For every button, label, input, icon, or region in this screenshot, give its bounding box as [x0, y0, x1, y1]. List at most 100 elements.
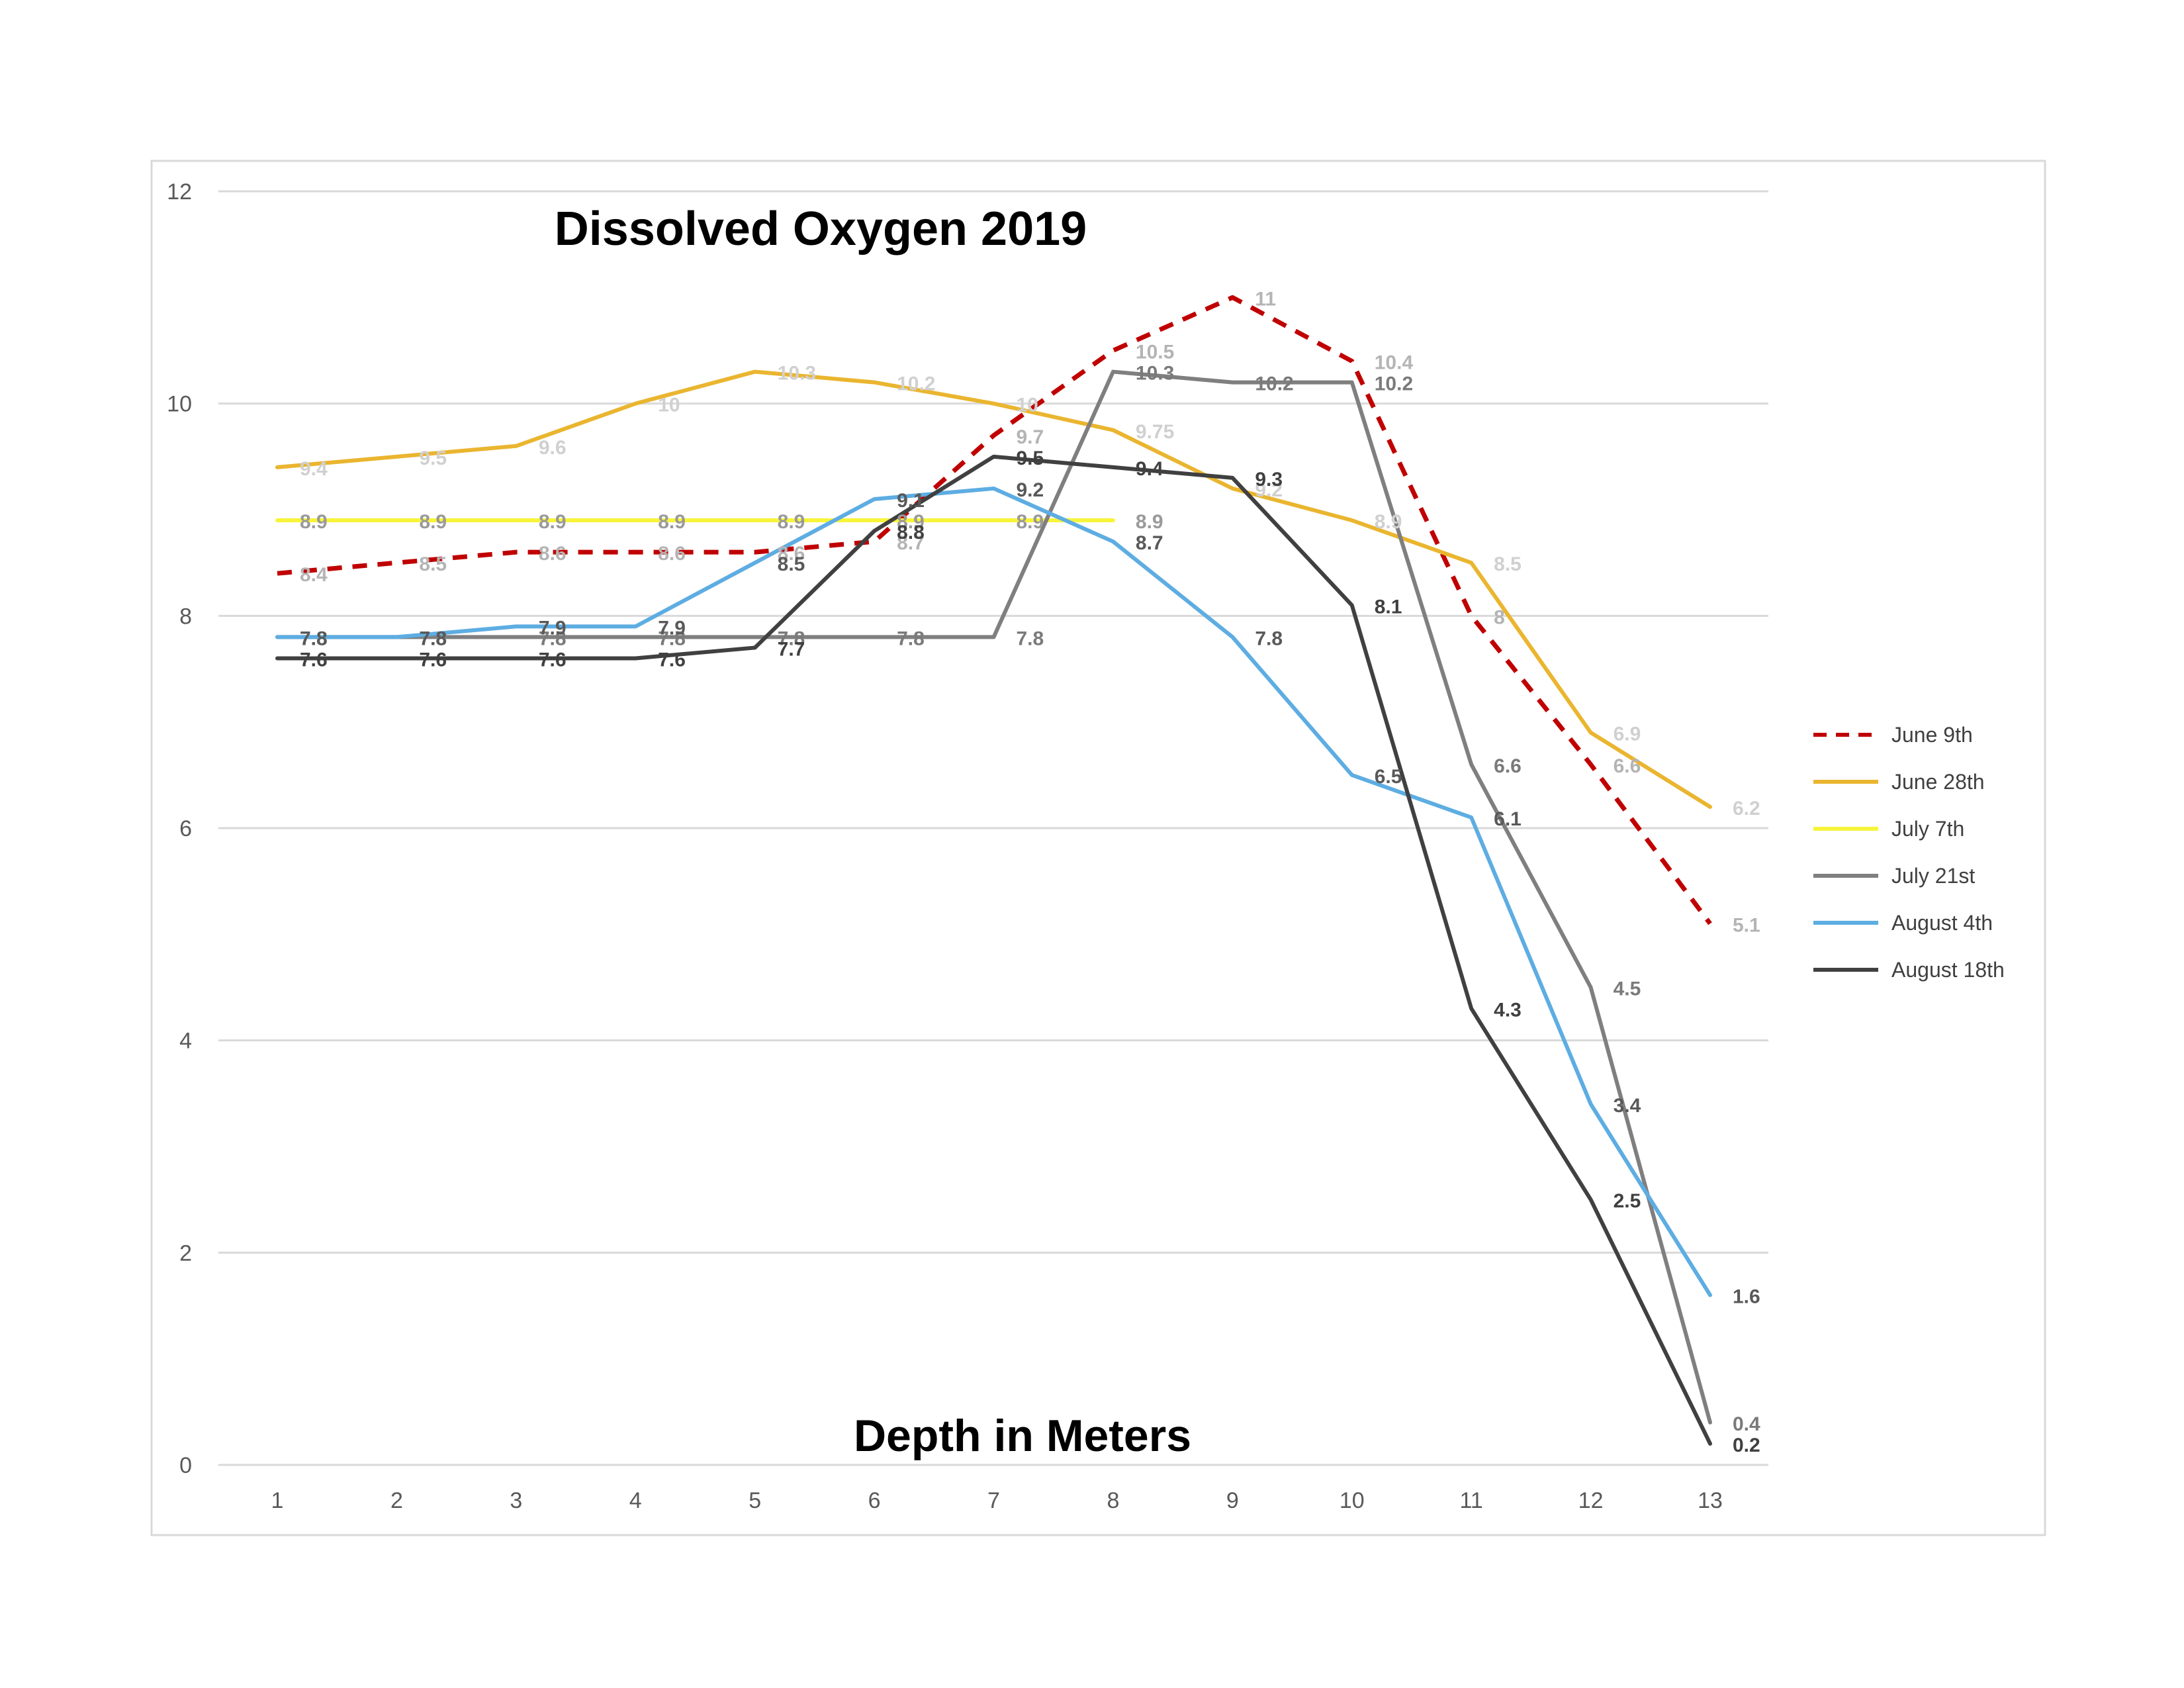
data-label: 8.7 — [897, 532, 925, 554]
x-tick-label: 7 — [987, 1488, 1000, 1513]
x-tick-label: 12 — [1578, 1488, 1604, 1513]
data-label: 8.7 — [1136, 532, 1163, 554]
data-label: 8.9 — [300, 511, 328, 533]
data-label: 7.8 — [1017, 628, 1044, 649]
data-label: 9.3 — [1255, 469, 1283, 491]
x-tick-label: 3 — [510, 1488, 522, 1513]
data-label: 0.2 — [1733, 1434, 1760, 1456]
data-label: 6.6 — [1494, 755, 1522, 777]
data-label: 5.1 — [1733, 914, 1760, 936]
data-label: 7.8 — [300, 628, 328, 649]
data-label: 7.8 — [897, 628, 925, 649]
data-label: 9.75 — [1136, 421, 1174, 443]
data-label: 9.6 — [539, 437, 567, 459]
y-tick-label: 0 — [179, 1453, 192, 1478]
data-label: 7.9 — [658, 617, 686, 639]
data-label: 9.4 — [1136, 458, 1163, 480]
data-label: 7.6 — [300, 649, 328, 671]
x-tick-label: 2 — [390, 1488, 403, 1513]
y-tick-label: 8 — [179, 604, 192, 629]
data-label: 10.4 — [1375, 352, 1414, 374]
data-label: 11 — [1255, 288, 1276, 310]
data-label: 8.6 — [658, 543, 686, 565]
legend-label: June 9th — [1891, 723, 1973, 747]
x-tick-label: 6 — [868, 1488, 881, 1513]
data-label: 9.1 — [897, 490, 925, 512]
x-tick-label: 9 — [1226, 1488, 1239, 1513]
data-label: 10.3 — [778, 363, 816, 385]
data-label: 7.7 — [778, 638, 805, 660]
data-label: 9.2 — [1255, 479, 1283, 501]
data-label: 8.9 — [658, 511, 686, 533]
data-label: 0.4 — [1733, 1413, 1760, 1435]
x-tick-label: 5 — [749, 1488, 761, 1513]
x-tick-label: 1 — [271, 1488, 284, 1513]
data-label: 7.8 — [778, 628, 805, 649]
data-label: 7.6 — [658, 649, 686, 671]
y-tick-label: 10 — [167, 392, 192, 417]
data-label: 6.9 — [1614, 724, 1641, 745]
data-label: 8.1 — [1375, 596, 1402, 618]
data-label: 8.5 — [1494, 553, 1522, 575]
data-label: 10.2 — [1255, 373, 1293, 395]
series-line-6 — [275, 454, 1712, 1446]
data-label: 8.9 — [1136, 511, 1163, 533]
data-labels: 8.4 8.5 8.6 8.6 8.6 8.79.710.51110.486.65.19.… — [300, 288, 1760, 1456]
data-label: 6.6 — [1614, 755, 1641, 777]
data-label: 8 — [1494, 606, 1505, 628]
data-label: 6.5 — [1375, 766, 1402, 788]
chart-title: Dissolved Oxygen 2019 — [555, 203, 1087, 256]
y-tick-label: 2 — [179, 1241, 192, 1266]
data-label: 9.7 — [1017, 426, 1044, 448]
y-axis-ticks: 0 2 4 6 8 10 12 — [167, 179, 192, 1478]
series-line-5 — [275, 486, 1712, 1297]
data-label: 9.2 — [1017, 479, 1044, 501]
x-tick-label: 13 — [1698, 1488, 1723, 1513]
data-label: 9.4 — [300, 458, 328, 480]
data-label: 10.2 — [897, 373, 935, 395]
data-label: 6.2 — [1733, 798, 1760, 820]
data-label: 8.6 — [539, 543, 567, 565]
data-label: 7.8 — [419, 628, 447, 649]
data-label: 8.6 — [778, 543, 805, 565]
data-label: 8.8 — [897, 522, 925, 543]
y-tick-label: 12 — [167, 179, 192, 205]
data-label: 8.9 — [1375, 511, 1402, 533]
data-label: 10 — [658, 395, 680, 416]
data-label: 7.8 — [1255, 628, 1283, 649]
legend: June 9th June 28th July 7th July 21st August… — [1813, 723, 2005, 982]
data-label: 7.6 — [419, 649, 447, 671]
data-label: 8.5 — [778, 553, 805, 575]
x-tick-label: 8 — [1107, 1488, 1119, 1513]
y-tick-label: 4 — [179, 1029, 192, 1054]
data-label: 7.8 — [300, 628, 328, 649]
data-label: 8.9 — [539, 511, 567, 533]
y-tick-label: 6 — [179, 816, 192, 841]
data-label: 8.9 — [419, 511, 447, 533]
data-label: 7.8 — [419, 628, 447, 649]
series-line-4 — [275, 369, 1712, 1425]
data-label: 7.6 — [539, 649, 567, 671]
data-label: 8.9 — [897, 511, 925, 533]
x-axis-ticks: 1 2 3 4 5 6 7 8 9 10 11 12 13 — [271, 1488, 1723, 1513]
chart-area-border — [150, 160, 2046, 1536]
data-label: 6.1 — [1494, 808, 1522, 830]
data-label: 8.5 — [419, 553, 447, 575]
data-label: 7.8 — [539, 628, 567, 649]
data-label: 9.5 — [1017, 447, 1044, 469]
x-tick-label: 10 — [1340, 1488, 1365, 1513]
data-label: 7.8 — [658, 628, 686, 649]
data-label: 10.5 — [1136, 342, 1174, 363]
legend-label: August 18th — [1891, 958, 2005, 982]
series-line-1 — [277, 295, 1712, 925]
series-line-2 — [275, 369, 1712, 809]
legend-label: July 21st — [1891, 864, 1975, 888]
data-label: 4.3 — [1494, 1000, 1522, 1021]
data-label: 10 — [1017, 395, 1038, 416]
data-label: 8.4 — [300, 564, 328, 586]
data-label: 1.6 — [1733, 1286, 1760, 1307]
data-label: 8.9 — [1017, 511, 1044, 533]
data-label: 10.3 — [1136, 363, 1174, 385]
data-label: 10.2 — [1375, 373, 1413, 395]
